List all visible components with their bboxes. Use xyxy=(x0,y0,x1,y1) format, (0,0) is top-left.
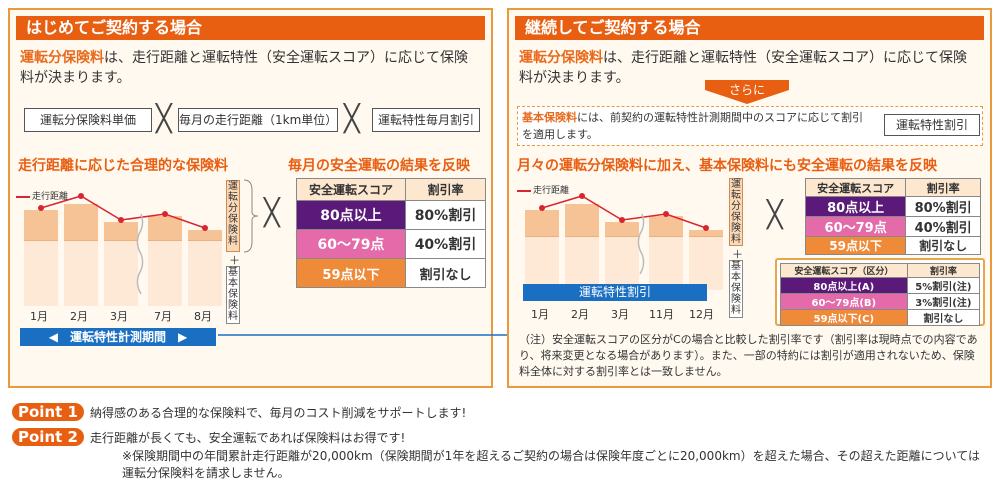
score-cell: 59点以下 xyxy=(296,258,406,288)
panel-title: 継続してご契約する場合 xyxy=(515,16,984,40)
month-bar xyxy=(104,222,138,306)
panel-description: 運転分保険料は、走行距離と運転特性（安全運転スコア）に応じて保険料が決まります。 xyxy=(519,48,980,88)
multiply-icon: ╳ xyxy=(264,198,280,228)
point-2: Point 2 走行距離が長くても、安全運転であれば保険料はお得です! xyxy=(12,428,405,447)
score-cell: 80点以上 xyxy=(296,200,406,230)
month-bar xyxy=(148,216,182,306)
desc-highlight: 運転分保険料 xyxy=(20,50,104,66)
rate-cell: 割引なし xyxy=(906,309,981,326)
table-header: 安全運転スコア（区分） xyxy=(780,263,908,278)
rate-cell: 40%割引 xyxy=(404,229,487,259)
unit-price-box: 運転分保険料単価 xyxy=(24,108,152,132)
base-highlight: 基本保険料 xyxy=(522,111,577,124)
discount-note: （注）安全運転スコアの区分がCの場合と比較した割引率です（割引率は現時点での内容… xyxy=(519,333,978,378)
monthly-distance-box: 毎月の走行距離（1km単位） xyxy=(178,108,338,132)
rate-cell: 80%割引 xyxy=(905,196,981,217)
base-rest: には、前契約の運転特性計測期間中のスコアに応じて割引を適用します。 xyxy=(522,111,863,141)
base-discount-table: 安全運転スコア（区分） 割引率 80点以上(A) 5%割引(注) 60〜79点(B)… xyxy=(780,263,981,326)
multiply-icon: ╳ xyxy=(767,200,783,230)
base-premium-box: 基本保険料には、前契約の運転特性計測期間中のスコアに応じて割引を適用します。 運… xyxy=(517,106,983,146)
panel-description: 運転分保険料は、走行距離と運転特性（安全運転スコア）に応じて保険料が決まります。 xyxy=(20,48,481,88)
renewal-contract-panel: 継続してご契約する場合 運転分保険料は、走行距離と運転特性（安全運転スコア）に応… xyxy=(507,8,992,388)
rate-cell: 40%割引 xyxy=(905,216,981,237)
month-bar xyxy=(525,210,559,290)
measurement-period-bar: ◀ 運転特性計測期間 ▶ xyxy=(20,328,216,346)
sarani-arrow-icon xyxy=(705,80,789,104)
table-header: 割引率 xyxy=(906,263,981,278)
score-cell: 60〜79点 xyxy=(804,216,907,237)
month-bar xyxy=(188,230,222,306)
distance-line-chart xyxy=(539,193,709,275)
month-label: 2月 xyxy=(70,310,88,323)
monthly-discount-box: 運転特性毎月割引 xyxy=(372,108,480,132)
desc-text: は、走行距離と運転特性（安全運転スコア）に応じて保険料が決まります。 xyxy=(20,50,468,86)
point-text: 納得感のある合理的な保険料で、毎月のコスト削減をサポートします! xyxy=(89,406,467,420)
score-cell: 59点以下(C) xyxy=(780,309,908,326)
driving-discount-box: 運転特性割引 xyxy=(884,114,980,136)
rate-cell: 80%割引 xyxy=(404,200,487,230)
rate-cell: 3%割引(注) xyxy=(906,293,981,310)
month-label: 7月 xyxy=(154,310,172,323)
driving-discount-bar: 運転特性割引 xyxy=(523,284,707,301)
point-badge: Point 1 xyxy=(12,403,84,421)
point-1: Point 1 納得感のある合理的な保険料で、毎月のコスト削減をサポートします! xyxy=(12,403,466,422)
distance-legend: 走行距離 xyxy=(16,189,68,202)
subheading-distance: 走行距離に応じた合理的な保険料 xyxy=(18,158,228,174)
multiply-icon: ╳ xyxy=(344,104,360,134)
rate-cell: 割引なし xyxy=(905,236,981,255)
base-premium-label: 基本保険料 xyxy=(226,266,240,324)
distance-line-chart xyxy=(38,193,208,295)
desc-highlight: 運転分保険料 xyxy=(519,50,603,66)
month-label: 3月 xyxy=(110,310,128,323)
table-header: 割引率 xyxy=(905,178,981,197)
table-header: 安全運転スコア xyxy=(804,178,907,197)
score-table: 安全運転スコア 割引率 80点以上 80%割引 60〜79点 40%割引 59点以下割… xyxy=(804,178,981,255)
brace-icon xyxy=(243,179,259,253)
base-discount-table-box: 安全運転スコア（区分） 割引率 80点以上(A) 5%割引(注) 60〜79点(B)… xyxy=(775,258,985,326)
rate-cell: 割引なし xyxy=(404,258,487,288)
score-cell: 60〜79点 xyxy=(296,229,406,259)
subheading-safe-driving: 毎月の安全運転の結果を反映 xyxy=(288,158,470,174)
sarani-label: さらに xyxy=(728,83,765,97)
subheading-renewal: 月々の運転分保険料に加え、基本保険料にも安全運転の結果を反映 xyxy=(517,158,937,174)
footnote: ※保険期間中の年間累計走行距離が20,000km（保険期間が1年を超えるご契約の… xyxy=(122,449,980,480)
plus-icon: ＋ xyxy=(229,254,240,267)
new-contract-panel: はじめてご契約する場合 運転分保険料は、走行距離と運転特性（安全運転スコア）に応… xyxy=(8,8,493,388)
month-bar xyxy=(64,204,98,306)
distance-legend: 走行距離 xyxy=(517,183,569,196)
score-table: 安全運転スコア 割引率 80点以上 80%割引 60〜79点 40%割引 59点以下割… xyxy=(296,178,487,288)
multiply-icon: ╳ xyxy=(156,104,172,134)
score-cell: 60〜79点(B) xyxy=(780,293,908,310)
base-premium-text: 基本保険料には、前契約の運転特性計測期間中のスコアに応じて割引を適用します。 xyxy=(522,109,872,143)
base-premium-label: 基本保険料 xyxy=(729,260,743,318)
point-badge: Point 2 xyxy=(12,428,84,446)
month-bar xyxy=(689,230,723,290)
score-cell: 80点以上 xyxy=(804,196,907,217)
month-label: 3月 xyxy=(611,308,629,321)
month-label: 2月 xyxy=(571,308,589,321)
month-bar xyxy=(605,222,639,290)
score-cell: 80点以上(A) xyxy=(780,277,908,294)
month-label: 1月 xyxy=(531,308,549,321)
month-label: 12月 xyxy=(689,308,714,321)
month-label: 1月 xyxy=(30,310,48,323)
score-cell: 59点以下 xyxy=(804,236,907,255)
month-bar xyxy=(24,210,58,306)
month-bar xyxy=(649,216,683,290)
month-label: 8月 xyxy=(194,310,212,323)
point-text: 走行距離が長くても、安全運転であれば保険料はお得です! xyxy=(89,431,406,445)
driving-premium-label: 運転分保険料 xyxy=(729,178,743,246)
month-label: 11月 xyxy=(649,308,674,321)
month-bar xyxy=(565,204,599,290)
panel-title: はじめてご契約する場合 xyxy=(16,16,485,40)
rate-cell: 5%割引(注) xyxy=(906,277,981,294)
desc-text: は、走行距離と運転特性（安全運転スコア）に応じて保険料が決まります。 xyxy=(519,50,967,86)
plus-icon: ＋ xyxy=(732,248,743,261)
driving-premium-label: 運転分保険料 xyxy=(226,180,240,252)
